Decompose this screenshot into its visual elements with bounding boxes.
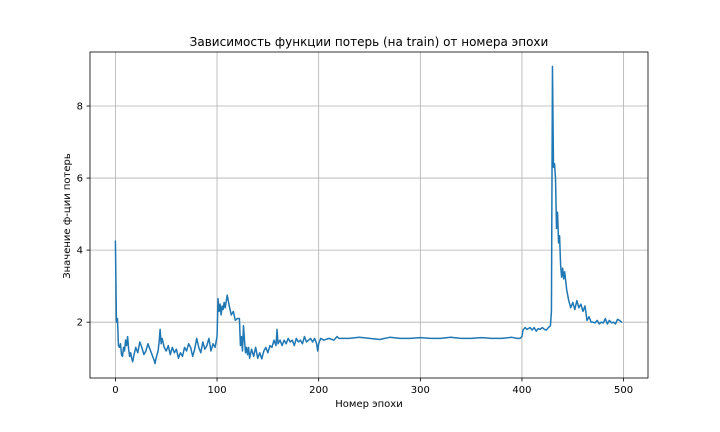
plot-area-frame [89,51,649,379]
y-tick-label: 4 [77,246,83,257]
x-tick-label: 500 [614,385,633,396]
grid-lines [90,52,648,378]
y-tick-label: 6 [77,174,83,185]
chart-title: Зависимость функции потерь (на train) от… [190,35,549,49]
x-tick-label: 300 [411,385,430,396]
x-tick-label: 0 [112,385,118,396]
y-tick-label: 8 [77,102,83,113]
x-tick-label: 100 [208,385,227,396]
x-tick-label: 400 [512,385,531,396]
y-axis-title: Значение ф-ции потерь [62,153,73,279]
x-axis-title: Номер эпохи [335,399,402,410]
tick-layer: 0 100 200 300 400 500 2 4 6 8 [77,102,634,396]
series-layer [114,65,623,365]
x-tick-label: 200 [309,385,328,396]
loss-series-line [114,65,623,365]
y-tick-label: 2 [77,318,83,329]
